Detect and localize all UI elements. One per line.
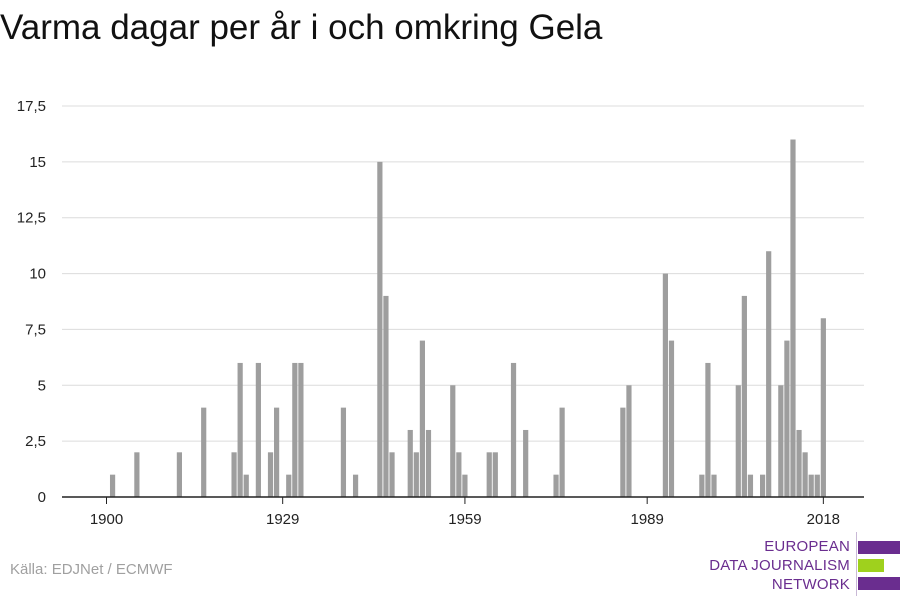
bar-2017 [814,474,820,497]
bar-2009 [766,251,772,497]
bar-1928 [274,407,280,497]
gridlines [62,105,864,442]
logo-bar-purple-bottom [858,577,900,590]
bar-2013 [790,139,796,497]
bar-1946 [383,295,389,497]
x-tick-label: 1929 [266,511,299,528]
bar-1939 [340,407,347,497]
bar-2000 [711,474,717,497]
logo-bar-purple-top [858,541,900,554]
logo-bar-green [858,559,884,572]
bar-2004 [735,385,741,497]
bar-1950 [407,429,413,497]
bar-2012 [784,340,790,497]
x-axis-tick-labels: 1900 1929 1959 1989 2018 [90,497,840,528]
bar-2018 [820,318,826,497]
bars [109,139,826,498]
logo-divider [856,532,857,596]
bar-1901 [109,474,116,497]
bar-1922 [237,362,243,497]
bar-1957 [450,385,456,497]
bar-1959 [462,474,468,497]
bar-1963 [486,452,492,497]
bar-2006 [747,474,754,497]
bar-1964 [492,452,498,497]
bar-1941 [352,474,359,497]
y-tick-label: 10 [29,266,46,283]
bar-1953 [425,429,432,497]
bar-1999 [705,362,711,497]
bar-1985 [620,407,626,497]
y-tick-label: 12,5 [17,210,46,227]
x-tick-label: 1959 [448,511,481,528]
logo-text-line-3: NETWORK [771,576,850,593]
bar-2016 [808,474,814,497]
logo-text-line-1: EUROPEAN [764,538,850,555]
x-tick-label: 1900 [90,511,123,528]
y-tick-label: 2,5 [25,433,46,450]
bar-2008 [760,474,766,497]
x-tick-label: 2018 [807,511,840,528]
bar-1930 [286,474,292,497]
y-tick-label: 17,5 [17,98,46,115]
bar-1923 [243,474,249,497]
y-axis-tick-labels: 0 2,5 5 7,5 10 12,5 15 17,5 [17,98,46,506]
y-tick-label: 15 [29,154,46,171]
bar-1912 [176,452,182,497]
bar-1925 [255,362,261,497]
bar-1958 [456,452,462,497]
bar-1945 [377,161,383,498]
bar-1952 [419,340,425,497]
bar-1905 [134,452,140,497]
bar-2014 [796,429,802,497]
bar-1931 [292,362,298,497]
bar-1927 [267,452,274,497]
bar-2005 [741,295,747,497]
bar-1969 [523,429,529,497]
bar-1993 [668,340,675,497]
bar-2015 [802,452,808,497]
y-tick-label: 7,5 [25,321,46,338]
x-tick-label: 1989 [630,511,663,528]
bar-1951 [413,452,419,497]
y-tick-label: 0 [38,489,46,506]
bar-1974 [553,474,559,497]
bar-1998 [699,474,705,497]
bar-1967 [510,362,517,497]
source-note: Källa: EDJNet / ECMWF [10,561,173,578]
edjnet-logo: EUROPEAN DATA JOURNALISM NETWORK [700,532,900,596]
bar-1916 [201,407,207,497]
bar-2011 [778,385,784,497]
logo-text-line-2: DATA JOURNALISM [709,557,850,574]
bar-1975 [559,407,565,497]
bar-1947 [389,452,395,497]
bar-1932 [298,362,304,497]
y-tick-label: 5 [38,377,46,394]
bar-1921 [231,452,237,497]
bar-1992 [662,273,668,497]
chart-title: Varma dagar per år i och omkring Gela [0,8,603,47]
bar-1986 [626,385,632,497]
